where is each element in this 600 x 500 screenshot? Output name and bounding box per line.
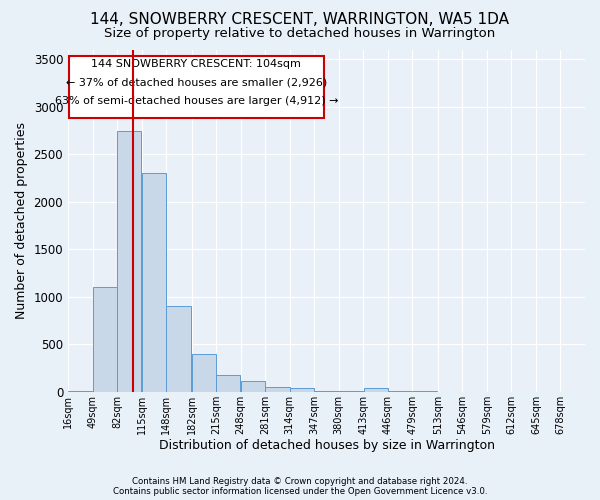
Text: 144, SNOWBERRY CRESCENT, WARRINGTON, WA5 1DA: 144, SNOWBERRY CRESCENT, WARRINGTON, WA5… <box>91 12 509 28</box>
FancyBboxPatch shape <box>69 56 324 118</box>
X-axis label: Distribution of detached houses by size in Warrington: Distribution of detached houses by size … <box>158 440 494 452</box>
Text: 63% of semi-detached houses are larger (4,912) →: 63% of semi-detached houses are larger (… <box>55 96 338 106</box>
Bar <box>118 130 142 392</box>
Bar <box>93 288 117 392</box>
Text: Size of property relative to detached houses in Warrington: Size of property relative to detached ho… <box>104 28 496 40</box>
Text: ← 37% of detached houses are smaller (2,926): ← 37% of detached houses are smaller (2,… <box>66 78 327 88</box>
Bar <box>142 174 166 392</box>
Y-axis label: Number of detached properties: Number of detached properties <box>15 122 28 320</box>
Bar <box>192 354 216 392</box>
Text: 144 SNOWBERRY CRESCENT: 104sqm: 144 SNOWBERRY CRESCENT: 104sqm <box>91 59 301 69</box>
Bar <box>364 388 388 392</box>
Text: Contains public sector information licensed under the Open Government Licence v3: Contains public sector information licen… <box>113 487 487 496</box>
Bar <box>265 386 290 392</box>
Bar <box>216 375 241 392</box>
Bar <box>314 391 338 392</box>
Bar <box>290 388 314 392</box>
Text: Contains HM Land Registry data © Crown copyright and database right 2024.: Contains HM Land Registry data © Crown c… <box>132 477 468 486</box>
Bar <box>241 382 265 392</box>
Bar <box>166 306 191 392</box>
